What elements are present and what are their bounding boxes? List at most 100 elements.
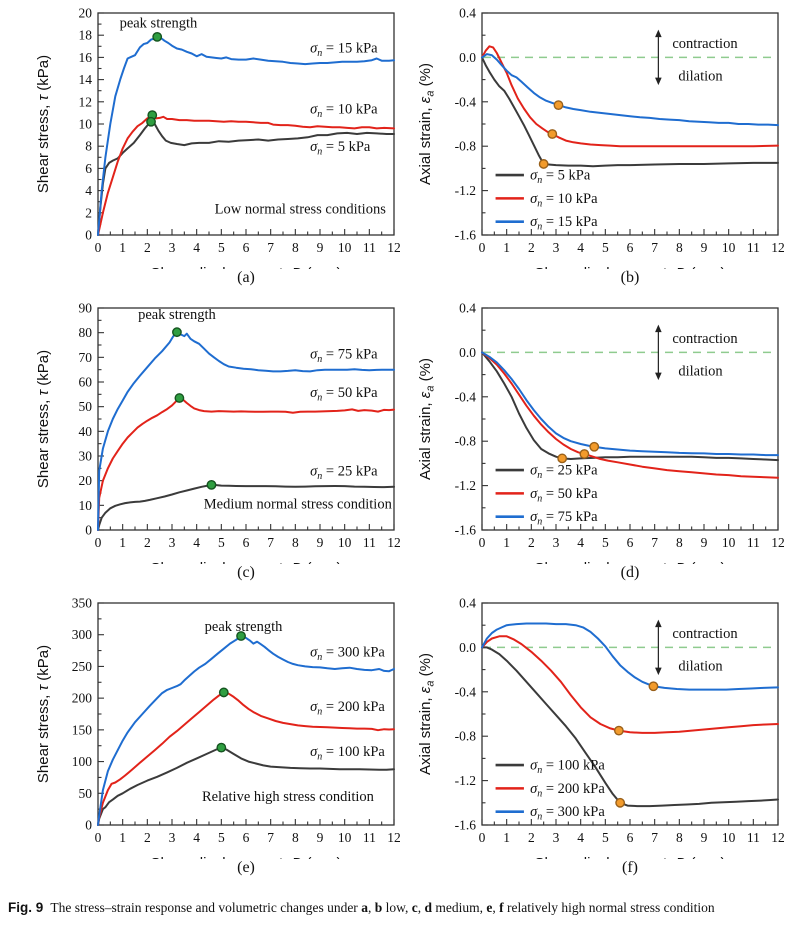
legend-label: σn = 5 kPa (530, 168, 591, 187)
series-line-75kPa (481, 351, 779, 457)
curve-label: σn = 75 kPa (310, 347, 378, 366)
x-tick-label: 12 (387, 535, 400, 550)
stress-condition-note: Medium normal stress condition (204, 496, 393, 512)
x-axis-title: Shear displacement, D (mm) (535, 855, 726, 859)
y-tick-label: -0.8 (455, 139, 477, 154)
subplot-e-label: (e) (237, 859, 255, 876)
subplot-c: 0 1 2 3 4 5 6 7 8 9 10 11 12 0 10 20 30 40 50 60 70 80 90 σn = … (0, 295, 400, 590)
x-tick-label: 6 (243, 535, 250, 550)
arrow-down-head (655, 667, 662, 676)
legend-label: σn = 50 kPa (530, 486, 598, 505)
series-line-100kPa (97, 746, 395, 826)
x-tick-label: 2 (528, 830, 535, 845)
x-tick-label: 1 (119, 830, 126, 845)
contraction-label: contraction (672, 331, 738, 347)
x-tick-label: 4 (577, 830, 584, 845)
y-tick-label: 50 (79, 786, 93, 801)
x-tick-label: 9 (701, 240, 708, 255)
orange-peak-marker (648, 681, 659, 692)
orange-peak-marker (613, 725, 624, 736)
y-tick-label: 0 (85, 228, 92, 243)
subplot-a: 0 1 2 3 4 5 6 7 8 9 10 11 12 0 2 4 6 8 10 12 14 16 18 20 σn = 5 … (0, 0, 400, 295)
x-tick-label: 10 (722, 535, 736, 550)
y-tick-label: 0.4 (459, 301, 476, 316)
y-tick-label: 10 (79, 498, 93, 513)
x-axis-title: Shear displacement, D (mm) (151, 855, 342, 859)
x-tick-label: 6 (627, 830, 634, 845)
x-tick-label: 6 (243, 240, 250, 255)
x-tick-label: 11 (363, 240, 376, 255)
dilation-label: dilation (678, 364, 723, 380)
x-tick-label: 7 (267, 535, 274, 550)
subplot-b-label: (b) (620, 269, 640, 286)
x-tick-label: 4 (577, 240, 584, 255)
series-line-75kPa (97, 331, 395, 531)
y-tick-label: -1.6 (455, 818, 477, 833)
green-peak-marker (216, 742, 227, 753)
caption-text: relatively high normal stress condition (503, 900, 715, 915)
series-line-15kPa (481, 53, 779, 127)
y-tick-label: -1.6 (455, 523, 477, 538)
x-tick-label: 8 (676, 535, 683, 550)
x-tick-label: 0 (479, 830, 486, 845)
x-tick-label: 8 (676, 240, 683, 255)
y-tick-label: 60 (79, 375, 93, 390)
y-tick-label: 0.0 (459, 345, 476, 360)
x-tick-label: 1 (119, 535, 126, 550)
x-tick-label: 3 (553, 830, 560, 845)
arrow-down-head (655, 372, 662, 381)
y-tick-label: 40 (79, 424, 93, 439)
x-tick-label: 10 (338, 240, 352, 255)
y-tick-label: 100 (72, 754, 93, 769)
x-tick-label: 10 (338, 535, 352, 550)
x-tick-label: 9 (701, 535, 708, 550)
y-tick-label: 70 (79, 350, 93, 365)
y-tick-label: 18 (79, 28, 93, 43)
x-tick-label: 4 (577, 535, 584, 550)
y-tick-label: 12 (79, 94, 93, 109)
series-line-200kPa (481, 635, 779, 734)
orange-peak-marker (557, 453, 568, 464)
x-tick-label: 2 (144, 535, 151, 550)
caption-text: , (492, 900, 500, 915)
x-tick-label: 11 (747, 830, 760, 845)
caption-figure-number: Fig. 9 (8, 900, 44, 915)
orange-peak-marker (547, 129, 558, 139)
x-tick-label: 2 (144, 830, 151, 845)
caption-text: , (417, 900, 425, 915)
caption-text: f (499, 900, 504, 915)
orange-peak-marker (615, 797, 626, 808)
x-tick-label: 11 (363, 535, 376, 550)
x-tick-label: 1 (119, 240, 126, 255)
y-axis-title: Shear stress, τ (kPa) (35, 350, 52, 488)
x-tick-label: 5 (602, 240, 609, 255)
chart-e: 0 1 2 3 4 5 6 7 8 9 10 11 12050100150200250300350σn … (35, 596, 400, 860)
caption-text: e (486, 900, 493, 915)
y-tick-label: -1.2 (455, 773, 476, 788)
x-tick-label: 11 (747, 240, 760, 255)
x-tick-label: 10 (338, 830, 352, 845)
y-tick-label: 4 (85, 183, 92, 198)
x-tick-label: 12 (387, 240, 400, 255)
x-tick-label: 1 (503, 830, 510, 845)
figure-caption: Fig. 9 The stress–strain response and vo… (0, 885, 800, 917)
y-axis-title: Axial strain, εa (%) (417, 358, 437, 480)
curve-label: σn = 300 kPa (310, 644, 385, 663)
y-tick-label: 2 (85, 205, 92, 220)
peak-strength-annotation: peak strength (138, 307, 216, 323)
x-tick-label: 5 (602, 830, 609, 845)
y-tick-label: 0.4 (459, 596, 476, 611)
x-tick-label: 9 (317, 535, 324, 550)
y-axis-title: Axial strain, εa (%) (417, 63, 437, 185)
x-tick-label: 1 (503, 240, 510, 255)
x-tick-label: 10 (722, 240, 736, 255)
x-axis-title: Shear displacement, D (mm) (151, 560, 342, 564)
y-tick-label: 6 (85, 161, 92, 176)
chart-b: 0 1 2 3 4 5 6 7 8 9 10 11 12-1.6-1.2-0.8-0.40.00.4co… (417, 6, 785, 270)
y-tick-label: 200 (72, 691, 93, 706)
y-tick-label: -1.2 (455, 478, 476, 493)
series-line-5kPa (97, 120, 395, 236)
y-tick-label: -0.4 (455, 684, 477, 699)
y-tick-label: 16 (79, 50, 93, 65)
